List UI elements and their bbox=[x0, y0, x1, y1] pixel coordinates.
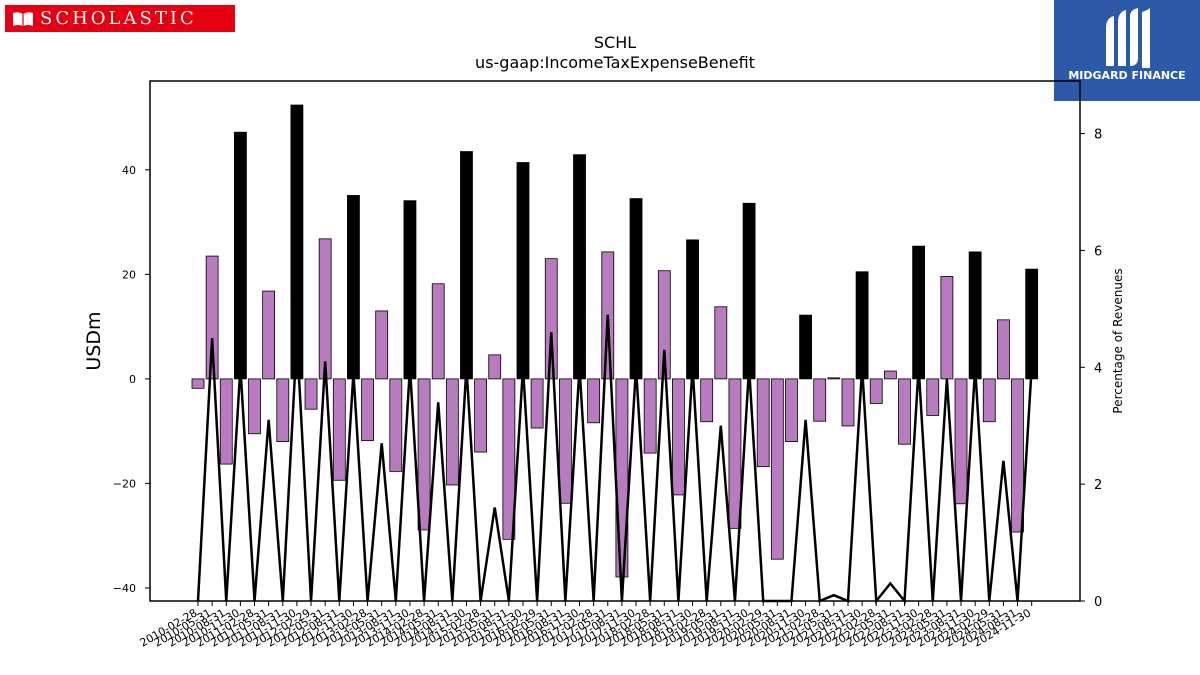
y-tick-label: −20 bbox=[113, 477, 136, 490]
y-right-tick-label: 2 bbox=[1094, 478, 1102, 493]
bar-2018-11-30 bbox=[686, 239, 699, 380]
y-right-tick-label: 0 bbox=[1094, 595, 1102, 610]
scholastic-logo-text: SCHOLASTIC bbox=[40, 8, 197, 29]
bar-2017-11-30 bbox=[629, 198, 643, 380]
bar-2012-02-29 bbox=[304, 378, 318, 410]
bar-2023-02-28 bbox=[926, 378, 940, 416]
x-axis: 2010-02-282010-05-312010-08-312010-11-30… bbox=[138, 601, 1033, 650]
midgard-finance-logo-text: MIDGARD FINANCE bbox=[1068, 69, 1186, 82]
bar-2015-05-31 bbox=[488, 354, 502, 380]
bar-2019-08-31 bbox=[728, 378, 742, 529]
bar-2013-05-31 bbox=[375, 310, 389, 380]
y-tick-label: 0 bbox=[129, 373, 136, 386]
y-axis-left: −40 −20 0 20 40 bbox=[113, 164, 150, 595]
midgard-mark-icon bbox=[1106, 8, 1150, 68]
bar-2019-11-30 bbox=[742, 202, 756, 380]
bar-2022-05-31 bbox=[883, 370, 897, 380]
bar-2021-02-28 bbox=[813, 378, 827, 422]
bar-2013-08-31 bbox=[389, 378, 403, 472]
bar-2013-11-30 bbox=[403, 200, 417, 380]
bar-2016-11-30 bbox=[573, 154, 586, 380]
bar-2012-05-31 bbox=[318, 238, 332, 380]
y-axis-right-label: Percentage of Revenues bbox=[1111, 268, 1125, 413]
bar-2014-02-28 bbox=[417, 378, 431, 531]
bar-2021-08-31 bbox=[841, 378, 855, 427]
bar-2014-11-30 bbox=[460, 151, 473, 380]
bar-2016-02-29 bbox=[530, 378, 544, 429]
y-tick-label: 40 bbox=[122, 164, 136, 177]
bar-2020-11-30 bbox=[799, 314, 812, 380]
bar-2010-11-30 bbox=[233, 131, 247, 380]
bar-2015-11-30 bbox=[516, 162, 530, 380]
bar-2021-11-30 bbox=[855, 271, 869, 380]
bar-2018-05-31 bbox=[657, 270, 671, 380]
bar-2012-08-31 bbox=[332, 378, 346, 481]
bar-2021-05-31 bbox=[827, 377, 841, 380]
y-tick-label: −40 bbox=[113, 582, 136, 595]
bar-2023-11-30 bbox=[968, 251, 982, 380]
bar-2024-02-29 bbox=[982, 378, 996, 423]
bar-2024-11-30 bbox=[1025, 268, 1039, 380]
bar-2022-02-28 bbox=[869, 378, 883, 404]
bar-2024-05-31 bbox=[997, 319, 1010, 380]
bar-2022-08-31 bbox=[898, 378, 911, 445]
bar-2011-05-31 bbox=[262, 290, 276, 380]
bar-2018-02-28 bbox=[643, 378, 657, 454]
bar-2011-02-28 bbox=[248, 378, 261, 435]
plot-frame bbox=[149, 80, 1081, 602]
bar-2019-05-31 bbox=[714, 306, 728, 380]
scholastic-logo: SCHOLASTIC bbox=[5, 5, 235, 32]
bar-2012-11-30 bbox=[347, 195, 360, 380]
y-right-tick-label: 6 bbox=[1094, 244, 1102, 259]
midgard-finance-logo: MIDGARD FINANCE bbox=[1054, 0, 1200, 101]
bar-2013-02-28 bbox=[361, 378, 374, 441]
y-tick-label: 20 bbox=[122, 268, 136, 281]
bar-2011-08-31 bbox=[276, 378, 290, 443]
chart-title: SCHL bbox=[594, 33, 636, 52]
bar-2024-08-31 bbox=[1011, 378, 1024, 533]
bar-2016-08-31 bbox=[558, 378, 572, 504]
bar-2019-02-28 bbox=[700, 378, 714, 423]
bar-2011-11-30 bbox=[290, 104, 304, 380]
y-right-tick-label: 4 bbox=[1094, 361, 1102, 376]
bar-2014-05-31 bbox=[431, 283, 445, 380]
chart-subtitle: us-gaap:IncomeTaxExpenseBenefit bbox=[475, 53, 755, 72]
bar-2023-05-31 bbox=[940, 276, 954, 380]
y-right-tick-label: 8 bbox=[1094, 128, 1102, 143]
revenue-pct-line bbox=[196, 314, 1033, 605]
book-icon bbox=[13, 11, 33, 26]
bar-2018-08-31 bbox=[672, 378, 685, 496]
bar-2015-02-28 bbox=[474, 378, 488, 453]
bar-2020-05-31 bbox=[770, 378, 784, 560]
y-axis-right: 0 2 4 6 8 bbox=[1080, 128, 1102, 610]
bars-group bbox=[191, 104, 1039, 578]
bar-2020-02-29 bbox=[756, 378, 770, 468]
bar-2020-08-31 bbox=[785, 378, 798, 443]
bar-2023-08-31 bbox=[954, 378, 968, 505]
bar-2010-02-28 bbox=[191, 378, 205, 389]
bar-2010-05-31 bbox=[205, 255, 219, 380]
bar-2014-08-31 bbox=[445, 378, 459, 486]
bar-2016-05-31 bbox=[544, 258, 558, 380]
bar-2010-08-31 bbox=[219, 378, 233, 465]
bar-2022-11-30 bbox=[912, 245, 926, 380]
y-axis-label: USDm bbox=[83, 311, 105, 370]
bar-2015-08-31 bbox=[502, 378, 516, 540]
revenue-pct-line-group bbox=[196, 314, 1033, 605]
bar-2017-02-28 bbox=[587, 378, 601, 424]
